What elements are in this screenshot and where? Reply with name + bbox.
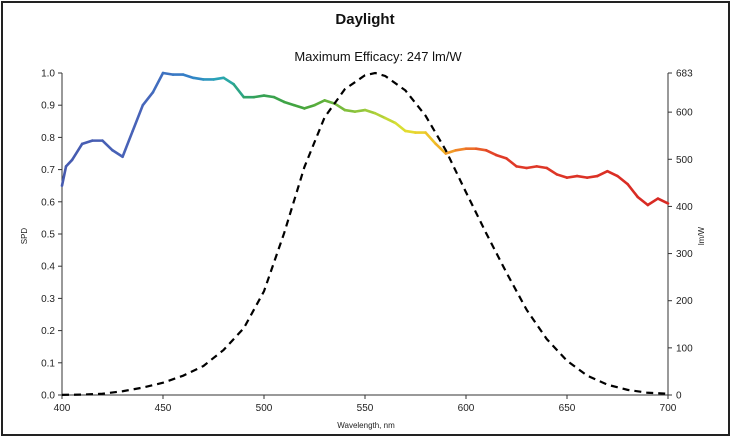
spd-segment	[141, 91, 155, 107]
spd-segment	[343, 108, 357, 113]
y-tick-label: 0.2	[41, 326, 55, 337]
spd-segment	[505, 157, 518, 168]
y2-tick-label: 600	[676, 108, 693, 119]
spd-segment	[555, 173, 569, 179]
spd-segment	[353, 108, 367, 113]
y-tick-label: 0.6	[41, 197, 55, 208]
spd-segment	[424, 131, 438, 146]
y2-tick-label: 100	[676, 343, 693, 354]
y-tick-label: 0.5	[41, 230, 55, 241]
spd-segment	[80, 139, 94, 146]
y-tick-label: 0.7	[41, 165, 55, 176]
spd-segment	[323, 99, 337, 105]
spd-segment	[272, 95, 286, 104]
spd-segment	[70, 142, 84, 162]
spd-segment	[222, 76, 235, 86]
y-tick-label: 0.8	[41, 133, 55, 144]
x-tick-label: 550	[357, 403, 374, 414]
spd-segment	[101, 139, 114, 152]
series-spd	[60, 71, 670, 207]
spd-segment	[64, 158, 74, 168]
spd-segment	[606, 169, 619, 178]
spd-segment	[161, 71, 175, 76]
spd-segment	[121, 129, 134, 159]
spd-segment	[363, 108, 377, 115]
spd-segment	[111, 148, 124, 159]
spd-segment	[252, 94, 266, 99]
spd-segment	[383, 116, 397, 125]
y2-tick-label: 200	[676, 296, 693, 307]
spd-segment	[232, 82, 246, 99]
spd-segment	[444, 148, 458, 155]
spd-segment	[212, 76, 225, 81]
chart-title: Daylight	[335, 11, 394, 28]
spd-segment	[60, 165, 68, 187]
spd-segment	[131, 103, 145, 133]
x-tick-label: 700	[660, 403, 677, 414]
spd-segment	[626, 182, 640, 199]
spd-segment	[636, 195, 650, 207]
y2-tick-label: 300	[676, 249, 693, 260]
spd-segment	[545, 166, 559, 176]
spd-segment	[333, 102, 347, 112]
chart-subtitle: Maximum Efficacy: 247 lm/W	[294, 49, 462, 64]
chart-frame: Daylight Maximum Efficacy: 247 lm/W 400 4…	[1, 1, 730, 436]
spd-segment	[474, 147, 488, 152]
y-tick-label: 1.0	[41, 69, 55, 80]
axes	[61, 73, 669, 396]
spd-segment	[434, 142, 448, 155]
spd-segment	[535, 165, 549, 170]
tick-labels: 400 450 500 550 600 650 700 0.0 0.1 0.2 0.3 0.4 0.5 0…	[41, 69, 693, 415]
spd-segment	[525, 165, 539, 170]
daylight-spd-chart: Daylight Maximum Efficacy: 247 lm/W 400 4…	[20, 11, 706, 430]
y2-tick-label: 0	[676, 391, 682, 402]
x-tick-label: 650	[559, 403, 576, 414]
spd-segment	[192, 76, 205, 81]
spd-segment	[373, 111, 387, 120]
spd-segment	[393, 121, 407, 133]
spd-segment	[616, 174, 629, 186]
spd-segment	[595, 169, 609, 178]
x-tick-label: 450	[155, 403, 172, 414]
series-layer	[60, 71, 670, 396]
spd-segment	[646, 197, 660, 207]
spd-segment	[454, 147, 468, 152]
y-tick-label: 0.4	[41, 262, 55, 273]
spd-segment	[313, 99, 326, 107]
y-axis-label: SPD	[20, 228, 29, 245]
y2-axis-label: lm/W	[697, 226, 706, 245]
spd-segment	[515, 165, 528, 170]
spd-segment	[484, 148, 498, 157]
spd-segment	[181, 73, 195, 80]
y-tick-label: 0.9	[41, 101, 55, 112]
spd-segment	[656, 197, 670, 205]
y2-tick-label: 400	[676, 202, 693, 213]
spd-segment	[303, 103, 316, 110]
y-tick-label: 0.3	[41, 294, 55, 305]
spd-segment	[575, 174, 589, 179]
spd-segment	[565, 174, 579, 179]
x-tick-label: 400	[54, 403, 71, 414]
y-tick-label: 0.1	[41, 358, 55, 369]
spd-segment	[292, 103, 306, 110]
spd-segment	[282, 100, 296, 107]
series-efficacy	[61, 71, 669, 396]
x-tick-label: 600	[458, 403, 475, 414]
spd-segment	[404, 129, 417, 134]
spd-segment	[494, 153, 508, 160]
x-tick-label: 500	[256, 403, 273, 414]
y-tick-label: 0.0	[41, 391, 55, 402]
spd-segment	[585, 174, 599, 179]
y2-tick-label: 683	[676, 69, 693, 80]
y2-tick-label: 500	[676, 155, 693, 166]
spd-segment	[151, 71, 165, 94]
spd-segment	[262, 94, 276, 99]
x-axis-label: Wavelength, nm	[337, 421, 395, 430]
